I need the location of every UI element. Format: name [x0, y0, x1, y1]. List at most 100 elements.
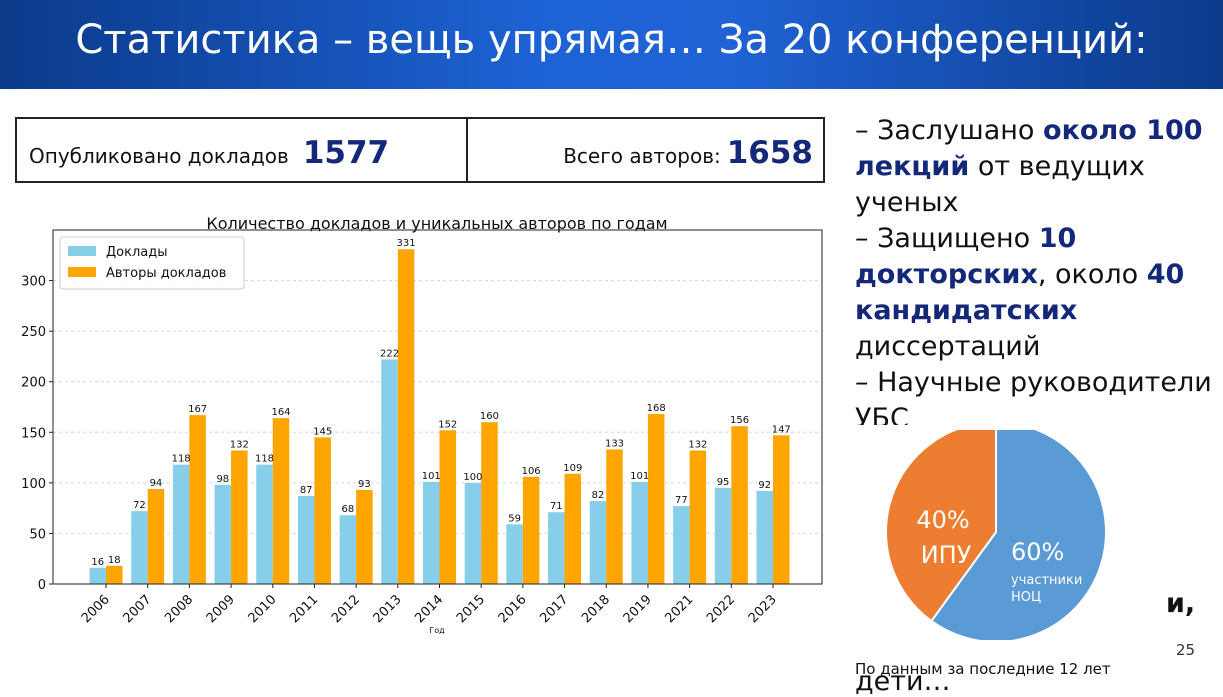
slide-header: Статистика – вещь упрямая… За 20 конфере…	[0, 0, 1223, 89]
bullets-text: – Заслушано около 100 лекций от ведущих …	[855, 113, 1215, 425]
legend-label-authors: Авторы докладов	[106, 266, 226, 281]
page-number: 25	[1176, 641, 1196, 659]
chart-title: Количество докладов и уникальных авторов…	[206, 214, 667, 233]
bar-reports	[423, 481, 440, 584]
bullet-lectures-bold: около 100 лекций	[855, 115, 1203, 182]
bar-authors	[231, 450, 248, 584]
plot-frame	[52, 229, 823, 585]
bar-value-label: 109	[563, 463, 582, 474]
x-tick-label: 2018	[579, 592, 613, 626]
bar-authors	[564, 473, 582, 584]
bar-value-label: 156	[730, 415, 749, 426]
pie-label-noc-percent: 60%	[1011, 538, 1064, 566]
bar-value-label: 95	[717, 477, 730, 488]
bar-value-label: 160	[480, 411, 499, 422]
x-tick-label: 2021	[662, 592, 696, 626]
published-value: 1577	[302, 135, 390, 171]
pie-label-noc-line2: НОЦ	[1011, 590, 1041, 605]
bar-authors	[106, 565, 123, 584]
x-tick-label: 2023	[746, 592, 780, 626]
published-stat: Опубликовано докладов 1577	[29, 135, 389, 171]
bar-value-label: 152	[438, 419, 457, 430]
bar-value-label: 18	[108, 555, 121, 566]
bar-reports	[297, 496, 315, 584]
y-tick-label: 50	[29, 527, 46, 542]
bar-reports	[339, 515, 357, 584]
chart-legend: Доклады Авторы докладов	[59, 236, 245, 290]
pie-label-ipu-percent: 40%	[916, 506, 969, 534]
bar-reports	[673, 506, 690, 584]
bullet-theses-bold-2: 40 кандидатских	[855, 259, 1185, 326]
bullet-lectures-post: от ведущих ученых	[855, 151, 1145, 218]
x-tick-label: 2013	[371, 592, 405, 626]
bar-value-label: 118	[172, 454, 191, 465]
x-tick-label: 2022	[704, 592, 738, 626]
y-tick-label: 300	[21, 275, 46, 290]
authors-label: Всего авторов:	[563, 144, 721, 168]
stats-box: Опубликовано докладов 1577 Всего авторов:…	[15, 117, 825, 183]
bar-value-label: 92	[758, 480, 771, 491]
bar-reports	[506, 524, 523, 584]
partial-text-right: и,	[1166, 588, 1196, 619]
pie-label-ipu-sub: ИПУ	[921, 541, 972, 569]
bar-authors	[147, 488, 165, 584]
bar-value-label: 132	[230, 439, 249, 450]
bar-authors	[356, 489, 373, 584]
bar-authors	[439, 430, 456, 584]
bar-value-label: 164	[271, 407, 290, 418]
y-tick-label: 0	[38, 578, 46, 593]
y-tick-label: 250	[21, 325, 46, 340]
bar-value-label: 101	[630, 471, 649, 482]
bar-reports	[631, 481, 648, 584]
x-tick-label: 2016	[496, 592, 530, 626]
bar-value-label: 59	[508, 513, 521, 524]
x-tick-label: 2017	[537, 592, 571, 626]
x-tick-label: 2011	[287, 592, 321, 626]
bar-value-label: 100	[463, 472, 482, 483]
bar-value-label: 106	[522, 466, 541, 477]
bar-reports	[131, 511, 148, 584]
pie-chart: 60% участники НОЦ 40% ИПУ	[885, 430, 1107, 640]
bar-authors	[647, 414, 665, 584]
x-tick-label: 2008	[162, 592, 196, 626]
bar-value-label: 16	[91, 557, 104, 568]
bar-authors	[773, 435, 790, 584]
x-axis-label: Год	[429, 626, 445, 635]
footnote: По данным за последние 12 лет	[855, 660, 1111, 678]
x-tick-label: 2009	[204, 592, 238, 626]
y-tick-label: 150	[21, 426, 46, 441]
bar-authors	[606, 449, 623, 584]
authors-value: 1658	[726, 135, 813, 171]
pie-slice-ipu	[885, 430, 997, 623]
bar-authors	[522, 476, 540, 584]
bar-reports	[256, 464, 273, 584]
x-tick-label: 2010	[246, 592, 280, 626]
bar-value-label: 98	[216, 474, 229, 485]
y-tick-label: 200	[21, 376, 46, 391]
bar-authors	[189, 415, 206, 584]
bullet-lectures-pre: – Заслушано	[855, 115, 1044, 146]
bar-reports	[214, 484, 232, 584]
bar-value-label: 72	[133, 500, 146, 511]
bar-value-label: 145	[313, 426, 332, 437]
bar-authors	[397, 249, 415, 584]
bar-reports	[548, 512, 565, 584]
bar-reports	[381, 359, 398, 584]
bar-value-label: 71	[550, 501, 563, 512]
legend-swatch-reports	[68, 246, 96, 256]
chart-data-labels: 16 18 72 94 118 167 98 132 118 164 87 145 68 93 222 331…	[91, 238, 790, 568]
bar-reports	[464, 482, 482, 584]
x-tick-label: 2012	[329, 592, 363, 626]
authors-stat: Всего авторов: 1658	[563, 135, 813, 171]
pie-label-noc-sub: участники НОЦ	[1011, 573, 1086, 605]
x-tick-label: 2006	[79, 592, 113, 626]
bar-reports	[172, 464, 190, 584]
bar-reports	[589, 501, 607, 584]
bar-value-label: 101	[422, 471, 441, 482]
bar-value-label: 222	[380, 348, 399, 359]
bar-value-label: 331	[397, 238, 416, 249]
bar-authors	[272, 418, 290, 584]
bar-chart: Количество докладов и уникальных авторов…	[21, 214, 823, 635]
bullet-theses-mid: , около	[1037, 259, 1147, 290]
bar-authors	[481, 422, 498, 584]
